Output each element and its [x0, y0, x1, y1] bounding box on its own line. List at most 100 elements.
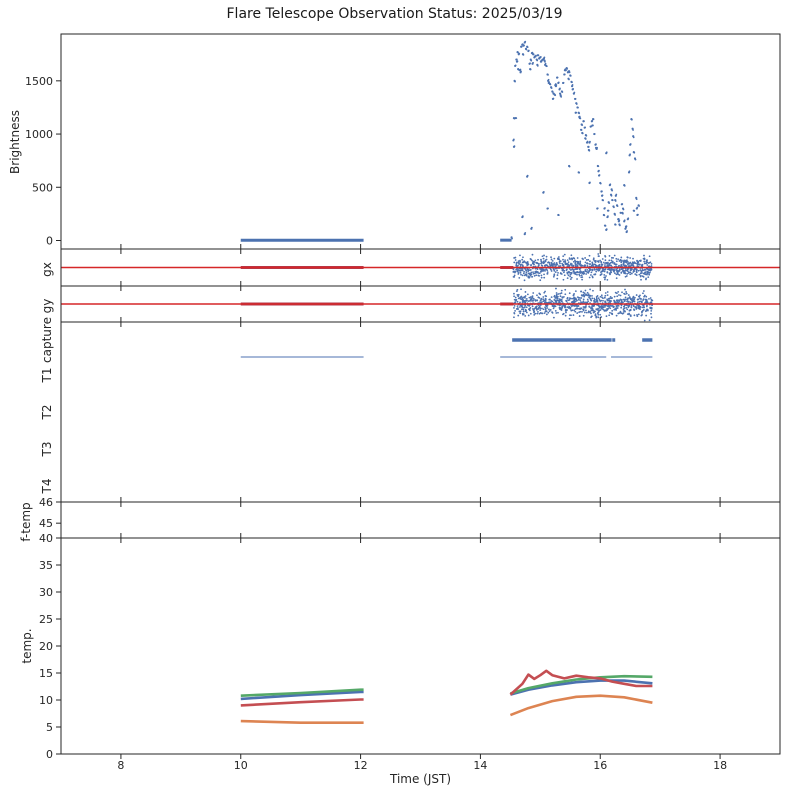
gx-point-558	[551, 259, 554, 262]
gy-point-824	[628, 313, 630, 316]
gy-point-227	[600, 299, 603, 302]
gy-point-883	[523, 306, 526, 309]
gx-point-737	[540, 262, 542, 265]
gy-point-874	[593, 298, 596, 301]
gy-point-629	[604, 294, 607, 297]
gx-point-886	[527, 270, 530, 273]
gx-point-668	[525, 271, 528, 274]
gx-point-349	[546, 271, 549, 273]
gx-point-512	[538, 262, 540, 265]
gx-point-898	[612, 257, 615, 259]
gx-point-641	[527, 276, 530, 278]
brightness-point-47-b	[566, 67, 569, 70]
brightness-point-56-b	[577, 106, 579, 109]
gy-point-224	[561, 296, 564, 299]
gx-point-431	[533, 263, 535, 266]
gx-point-264	[629, 273, 632, 276]
gy-point-364	[608, 314, 611, 317]
gy-point-873	[531, 295, 534, 298]
gx-point-727	[556, 269, 559, 272]
gy-point-176	[616, 295, 619, 298]
gy-point-514	[642, 309, 645, 311]
gy-point-498	[542, 308, 545, 311]
gy-point-593	[565, 311, 567, 314]
brightness-point-143-b	[632, 136, 635, 139]
gy-point-207	[590, 312, 592, 315]
temp-ytick-label-5: 25	[39, 613, 53, 626]
brightness-point-136-b	[607, 209, 610, 212]
gy-point-863	[574, 308, 577, 310]
gx-point-539	[610, 264, 613, 267]
gy-point-730	[595, 315, 598, 318]
gx-point-170	[630, 272, 633, 275]
gx-point-544	[640, 264, 643, 267]
gx-point-665	[568, 265, 571, 268]
chart-title: Flare Telescope Observation Status: 2025…	[226, 6, 563, 22]
gx-point-871	[563, 253, 566, 256]
gy-point-660	[628, 305, 630, 308]
brightness-point-111-b	[517, 68, 520, 71]
gy-point-582	[585, 301, 587, 304]
gx-point-863	[591, 269, 594, 272]
temp-series-2-part-0	[240, 698, 364, 707]
brightness-point-89-b	[616, 205, 619, 207]
gx-point-380	[608, 262, 611, 265]
gy-point-639	[554, 299, 557, 302]
brightness-point-40-b	[557, 81, 560, 84]
gy-point-326	[552, 316, 555, 319]
gx-point-726	[604, 278, 606, 281]
gx-point-179	[523, 274, 526, 277]
gx-point-153	[567, 261, 570, 264]
gx-point-503	[586, 269, 589, 271]
gx-point-496	[515, 262, 518, 265]
brightness-point-100-b	[629, 143, 632, 145]
gy-point-641	[525, 306, 528, 309]
gy-point-465	[548, 298, 551, 301]
gy-point-421	[609, 307, 612, 310]
gy-point-644	[620, 312, 623, 315]
gx-point-135	[550, 270, 553, 272]
gx-point-875	[576, 271, 578, 274]
gx-point-407	[626, 272, 629, 275]
gy-point-545	[638, 300, 641, 303]
gy-point-844	[573, 296, 575, 299]
gx-point-598	[514, 259, 517, 261]
gx-point-224	[561, 269, 564, 272]
brightness-point-104-b	[634, 158, 637, 161]
gy-point-350	[516, 288, 519, 291]
panel-frame-brightness	[60, 33, 781, 250]
gx-point-530	[640, 270, 643, 273]
gy-point-893	[631, 299, 634, 302]
gx-point-686	[550, 256, 552, 259]
gx-point-877	[528, 273, 531, 276]
gx-point-328	[531, 253, 534, 256]
gy-point-754	[522, 298, 524, 301]
temp-ytick-label-4: 20	[39, 640, 53, 653]
gy-point-851	[523, 301, 526, 304]
gx-point-692	[555, 264, 558, 266]
gx-point-659	[598, 269, 601, 272]
gy-point-162	[599, 313, 602, 316]
gx-point-428	[606, 262, 609, 265]
brightness-point-135-b	[604, 207, 606, 209]
gx-point-879	[525, 261, 528, 264]
gx-point-774	[525, 269, 528, 272]
brightness-point-105-b	[635, 198, 638, 201]
gx-point-823	[601, 269, 604, 272]
temp-ytick-label-1: 5	[46, 721, 53, 734]
brightness-point-158-b	[578, 171, 581, 174]
gx-point-386	[630, 262, 633, 265]
brightness-point-9-b	[520, 45, 523, 48]
gy-point-745	[522, 306, 524, 309]
brightness-point-29-b	[544, 62, 547, 65]
gy-point-663	[599, 295, 602, 298]
gy-point-540	[598, 309, 601, 312]
gx-point-690	[556, 257, 559, 260]
gy-point-774	[605, 309, 607, 312]
gx-point-826	[638, 263, 641, 266]
gx-point-766	[520, 269, 523, 272]
gx-point-189	[517, 260, 520, 263]
gx-point-778	[521, 258, 524, 261]
gx-point-764	[539, 279, 542, 282]
